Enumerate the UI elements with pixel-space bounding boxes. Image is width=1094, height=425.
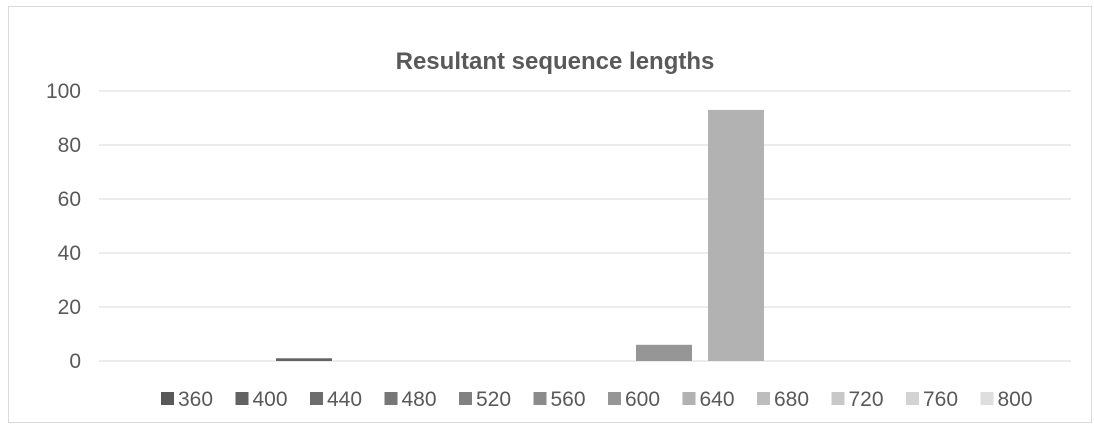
y-tick-label: 80 — [58, 134, 81, 157]
legend-label-640: 640 — [700, 388, 735, 411]
y-tick-label: 100 — [46, 80, 81, 103]
chart-title: Resultant sequence lengths — [396, 48, 715, 75]
y-tick-label: 40 — [58, 242, 81, 265]
legend-swatch-440 — [310, 392, 323, 405]
legend-label-480: 480 — [402, 388, 437, 411]
legend-label-360: 360 — [178, 388, 213, 411]
legend: 360 400 440 480 520 560 600 640 680 720 760 800 — [161, 388, 1033, 411]
legend-swatch-360 — [161, 392, 174, 405]
legend-swatch-600 — [608, 392, 621, 405]
legend-swatch-560 — [533, 392, 547, 405]
legend-swatch-480 — [384, 392, 398, 405]
legend-label-400: 400 — [253, 388, 288, 411]
legend-label-800: 800 — [998, 388, 1033, 411]
gridlines — [99, 90, 1071, 362]
legend-swatch-400 — [235, 392, 249, 405]
legend-swatch-720 — [831, 392, 845, 405]
legend-label-560: 560 — [551, 388, 586, 411]
y-tick-label: 60 — [58, 188, 81, 211]
legend-swatch-760 — [906, 392, 919, 405]
legend-label-600: 600 — [625, 388, 660, 411]
legend-swatch-640 — [682, 392, 696, 405]
legend-label-520: 520 — [476, 388, 511, 411]
y-tick-label: 0 — [69, 350, 81, 373]
legend-label-680: 680 — [774, 388, 809, 411]
legend-label-720: 720 — [849, 388, 884, 411]
bars — [276, 109, 764, 362]
chart-canvas: Resultant sequence lengths 020406080100 … — [46, 48, 1071, 411]
legend-label-760: 760 — [923, 388, 958, 411]
y-axis-ticks: 0 20 40 60 80 100 — [46, 80, 81, 373]
bar-400 — [276, 358, 332, 361]
bar-640 — [708, 109, 764, 362]
y-tick-label: 20 — [58, 296, 81, 319]
legend-swatch-680 — [757, 392, 770, 405]
legend-swatch-800 — [980, 392, 994, 405]
legend-label-440: 440 — [327, 388, 362, 411]
legend-swatch-520 — [459, 392, 472, 405]
chart-area: Resultant sequence lengths 0 20 40 60 80 100 … — [8, 6, 1092, 423]
bar-600 — [636, 344, 692, 361]
